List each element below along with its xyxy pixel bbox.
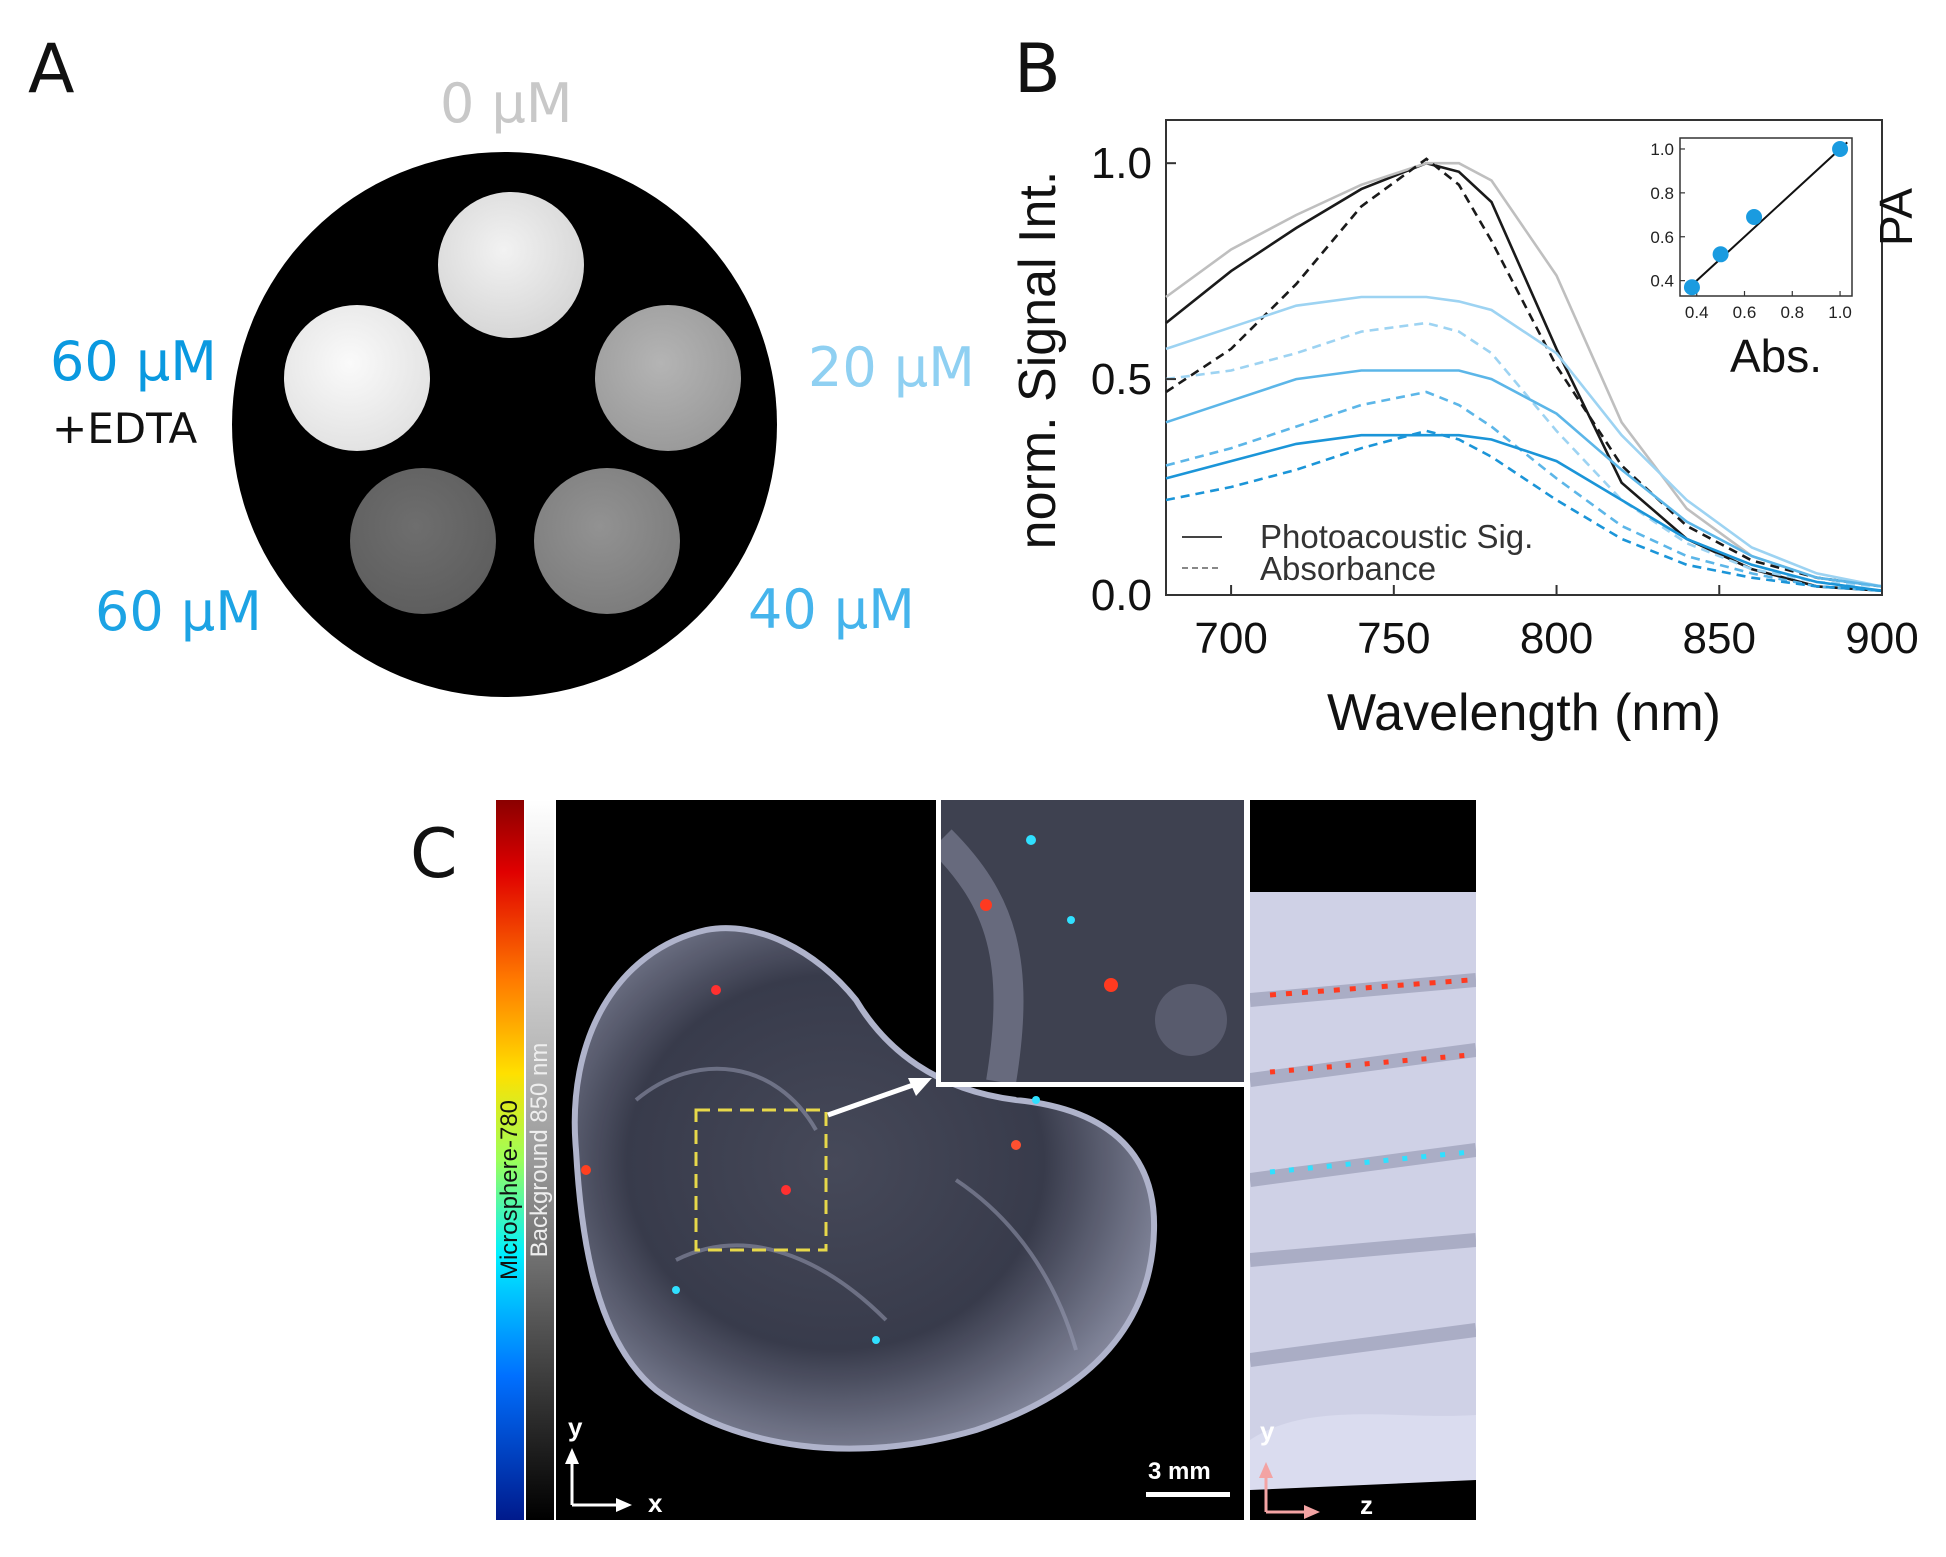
label-edta: +EDTA — [52, 404, 198, 453]
zoom-region-box — [694, 1108, 828, 1252]
well-40-um — [534, 468, 680, 614]
label-20-um: 20 µM — [808, 336, 975, 399]
axis-y2-label: y — [1260, 1416, 1275, 1446]
inset-frame — [1679, 137, 1853, 297]
label-40-um: 40 µM — [748, 578, 915, 641]
series-line-6 — [1165, 390, 1883, 592]
tissue-outline — [571, 925, 1158, 1452]
series-line-8 — [1165, 429, 1883, 592]
well-0-um — [438, 192, 584, 338]
phantom-image — [232, 152, 777, 697]
panel-b-letter: B — [1014, 30, 1061, 109]
inset-x-label: Abs. — [1730, 330, 1822, 382]
y-axis-label: norm. Signal Int. — [1009, 171, 1067, 550]
inset-y-tick-label: 1.0 — [1650, 140, 1674, 159]
axis-z-label: z — [1360, 1490, 1373, 1520]
label-60-um: 60 µM — [95, 580, 262, 643]
axis-x-label: x — [648, 1488, 663, 1518]
colorbar-label-background: Background 850 nm — [526, 1042, 553, 1258]
inset-x-tick-label: 0.8 — [1780, 303, 1804, 322]
x-tick-label: 900 — [1845, 614, 1918, 663]
inset-y-tick-label: 0.4 — [1650, 272, 1674, 291]
xy-image: y x 3 mm — [556, 800, 1244, 1520]
zoom-arrow — [827, 1081, 917, 1118]
axis-y-label: y — [568, 1412, 583, 1442]
inset-x-tick-label: 1.0 — [1828, 303, 1852, 322]
legend-photoacoustic: Photoacoustic Sig. — [1260, 518, 1533, 555]
scalebar-label: 3 mm — [1148, 1458, 1211, 1485]
plot-frame — [1165, 119, 1883, 596]
xy-axes-indicator — [565, 1448, 632, 1512]
inset-point — [1832, 140, 1849, 157]
inset-y-tick-label: 0.6 — [1650, 228, 1674, 247]
inset-x-tick-label: 0.4 — [1685, 303, 1709, 322]
x-tick-label: 750 — [1357, 614, 1430, 663]
legend-absorbance: Absorbance — [1260, 550, 1436, 587]
series-line-3 — [1165, 295, 1883, 588]
inset-fit-line — [1686, 141, 1848, 291]
scalebar — [1146, 1492, 1230, 1497]
y-tick-label: 0.0 — [1091, 571, 1152, 620]
colorbar-label-microsphere: Microsphere-780 — [496, 1099, 523, 1281]
x-tick-label: 850 — [1683, 614, 1756, 663]
yz-image: y z — [1250, 800, 1476, 1520]
colorbar-microsphere — [496, 800, 524, 1520]
inset-y-tick-label: 0.8 — [1650, 184, 1674, 203]
series-line-0 — [1165, 161, 1883, 592]
inset-x-tick-label: 0.6 — [1733, 303, 1757, 322]
inset-point — [1746, 209, 1763, 225]
series-line-5 — [1165, 369, 1883, 588]
series-line-7 — [1165, 433, 1883, 592]
colorbar-background — [526, 800, 554, 1520]
inset-point — [1683, 279, 1700, 296]
well-60-um — [350, 468, 496, 614]
y-tick-label: 0.5 — [1091, 355, 1152, 404]
x-tick-label: 800 — [1520, 614, 1593, 663]
label-60-um-edta: 60 µM — [50, 330, 217, 393]
inset-point — [1712, 246, 1729, 263]
panel-a-letter: A — [28, 30, 75, 109]
y-tick-label: 1.0 — [1091, 139, 1152, 188]
panel-c-letter: C — [410, 815, 458, 894]
label-0-um: 0 µM — [440, 72, 573, 135]
series-line-2 — [1165, 157, 1883, 588]
spectrum-chart: 700 750 800 850 900 0.0 0.5 1.0 norm. Signal In… — [1009, 119, 1922, 742]
x-tick-label: 700 — [1194, 614, 1267, 663]
inset-y-label: PA — [1870, 188, 1922, 246]
x-axis-label: Wavelength (nm) — [1327, 684, 1721, 742]
zoom-inset — [930, 800, 1244, 1087]
well-20-um — [595, 305, 741, 451]
well-60-um-edta — [284, 305, 430, 451]
